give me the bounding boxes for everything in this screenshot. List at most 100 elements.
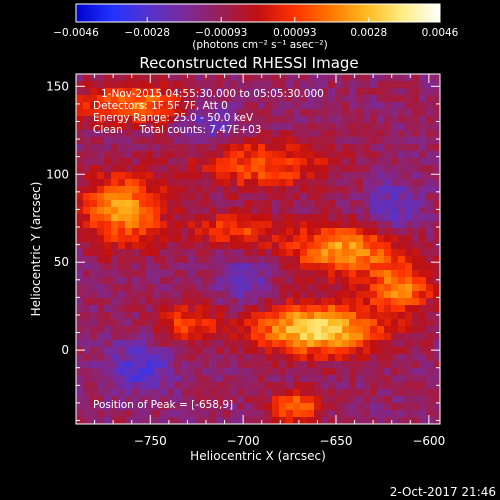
heatmap-cell bbox=[293, 305, 301, 313]
y-axis-title: Heliocentric Y (arcsec) bbox=[29, 182, 43, 317]
heatmap-cell bbox=[265, 403, 273, 411]
heatmap-cell bbox=[188, 389, 196, 397]
heatmap-cell bbox=[223, 95, 231, 103]
heatmap-cell bbox=[125, 235, 133, 243]
heatmap-cell bbox=[209, 396, 217, 404]
heatmap-cell bbox=[384, 305, 392, 313]
heatmap-cell bbox=[279, 417, 287, 425]
heatmap-cell bbox=[258, 249, 266, 257]
heatmap-cell bbox=[104, 305, 112, 313]
heatmap-cell bbox=[202, 235, 210, 243]
heatmap-cell bbox=[286, 298, 294, 306]
heatmap-cell bbox=[342, 193, 350, 201]
heatmap-cell bbox=[97, 144, 105, 152]
heatmap-cell bbox=[349, 305, 357, 313]
heatmap-cell bbox=[433, 102, 441, 110]
heatmap-cell bbox=[146, 214, 154, 222]
heatmap-cell bbox=[321, 228, 329, 236]
heatmap-cell bbox=[153, 88, 161, 96]
heatmap-cell bbox=[391, 193, 399, 201]
heatmap-cell bbox=[349, 228, 357, 236]
heatmap-cell bbox=[188, 347, 196, 355]
heatmap-cell bbox=[153, 109, 161, 117]
heatmap-cell bbox=[195, 249, 203, 257]
heatmap-cell bbox=[342, 256, 350, 264]
heatmap-cell bbox=[118, 95, 126, 103]
heatmap-cell bbox=[251, 375, 259, 383]
heatmap-cell bbox=[237, 263, 245, 271]
heatmap-cell bbox=[349, 277, 357, 285]
heatmap-cell bbox=[363, 249, 371, 257]
heatmap-cell bbox=[104, 270, 112, 278]
heatmap-cell bbox=[370, 81, 378, 89]
heatmap-cell bbox=[195, 88, 203, 96]
heatmap-cell bbox=[419, 116, 427, 124]
heatmap-cell bbox=[90, 389, 98, 397]
heatmap-cell bbox=[328, 249, 336, 257]
heatmap-cell bbox=[293, 256, 301, 264]
heatmap-cell bbox=[237, 319, 245, 327]
heatmap-cell bbox=[286, 200, 294, 208]
heatmap-cell bbox=[125, 172, 133, 180]
heatmap-cell bbox=[405, 214, 413, 222]
heatmap-cell bbox=[153, 270, 161, 278]
heatmap-cell bbox=[160, 88, 168, 96]
heatmap-cell bbox=[251, 95, 259, 103]
heatmap-cell bbox=[195, 151, 203, 159]
heatmap-cell bbox=[426, 333, 434, 341]
heatmap-cell bbox=[244, 417, 252, 425]
heatmap-cell bbox=[251, 172, 259, 180]
heatmap-cell bbox=[426, 165, 434, 173]
heatmap-cell bbox=[188, 200, 196, 208]
heatmap-cell bbox=[272, 263, 280, 271]
heatmap-cell bbox=[405, 172, 413, 180]
y-tick-label: 0 bbox=[61, 343, 69, 357]
heatmap-cell bbox=[342, 109, 350, 117]
heatmap-cell bbox=[230, 193, 238, 201]
heatmap-cell bbox=[139, 389, 147, 397]
heatmap-cell bbox=[195, 340, 203, 348]
heatmap-cell bbox=[335, 403, 343, 411]
heatmap-cell bbox=[139, 116, 147, 124]
heatmap-cell bbox=[419, 291, 427, 299]
heatmap-cell bbox=[237, 81, 245, 89]
heatmap-cell bbox=[237, 109, 245, 117]
heatmap-cell bbox=[419, 263, 427, 271]
heatmap-cell bbox=[195, 312, 203, 320]
heatmap-cell bbox=[419, 382, 427, 390]
heatmap-cell bbox=[405, 81, 413, 89]
heatmap-cell bbox=[377, 284, 385, 292]
heatmap-cell bbox=[272, 193, 280, 201]
heatmap-cell bbox=[384, 361, 392, 369]
heatmap-cell bbox=[83, 256, 91, 264]
heatmap-cell bbox=[349, 200, 357, 208]
heatmap-cell bbox=[90, 396, 98, 404]
heatmap-cell bbox=[426, 151, 434, 159]
heatmap-cell bbox=[405, 396, 413, 404]
heatmap-cell bbox=[223, 109, 231, 117]
heatmap-cell bbox=[251, 270, 259, 278]
heatmap-cell bbox=[356, 228, 364, 236]
heatmap-cell bbox=[398, 361, 406, 369]
heatmap-cell bbox=[118, 403, 126, 411]
heatmap-cell bbox=[125, 165, 133, 173]
heatmap-cell bbox=[384, 270, 392, 278]
heatmap-cell bbox=[139, 347, 147, 355]
heatmap-cell bbox=[377, 81, 385, 89]
heatmap-cell bbox=[83, 186, 91, 194]
heatmap-cell bbox=[251, 235, 259, 243]
heatmap-cell bbox=[111, 179, 119, 187]
heatmap-cell bbox=[76, 144, 84, 152]
heatmap-cell bbox=[181, 130, 189, 138]
heatmap-cell bbox=[181, 382, 189, 390]
heatmap-cell bbox=[132, 333, 140, 341]
heatmap-cell bbox=[398, 228, 406, 236]
heatmap-cell bbox=[90, 144, 98, 152]
heatmap-cell bbox=[195, 74, 203, 82]
heatmap-cell bbox=[83, 270, 91, 278]
heatmap-cell bbox=[104, 375, 112, 383]
heatmap-cell bbox=[419, 410, 427, 418]
heatmap-cell bbox=[363, 186, 371, 194]
heatmap-cell bbox=[139, 263, 147, 271]
